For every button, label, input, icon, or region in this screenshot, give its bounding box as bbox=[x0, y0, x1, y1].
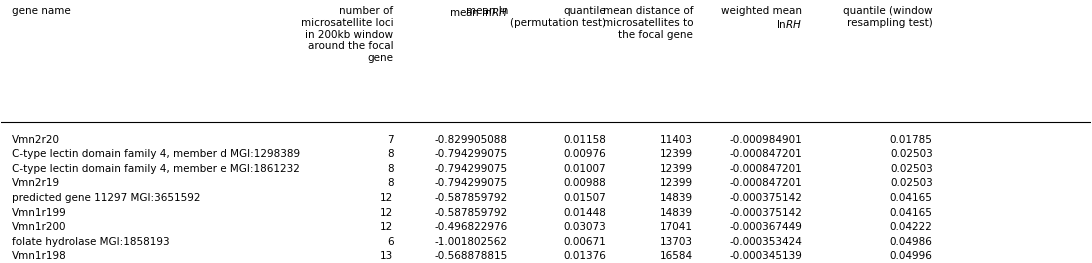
Text: C-type lectin domain family 4, member d MGI:1298389: C-type lectin domain family 4, member d … bbox=[12, 149, 300, 159]
Text: 12399: 12399 bbox=[660, 149, 693, 159]
Text: -0.794299075: -0.794299075 bbox=[435, 164, 508, 174]
Text: 8: 8 bbox=[387, 164, 393, 174]
Text: quantile
(permutation test): quantile (permutation test) bbox=[510, 6, 606, 28]
Text: -0.794299075: -0.794299075 bbox=[435, 149, 508, 159]
Text: 0.01785: 0.01785 bbox=[890, 135, 933, 145]
Text: Vmn2r19: Vmn2r19 bbox=[12, 178, 60, 188]
Text: number of
microsatellite loci
in 200kb window
around the focal
gene: number of microsatellite loci in 200kb w… bbox=[301, 6, 393, 63]
Text: 12399: 12399 bbox=[660, 164, 693, 174]
Text: -0.000367449: -0.000367449 bbox=[729, 222, 802, 232]
Text: 13703: 13703 bbox=[660, 237, 693, 247]
Text: 0.00976: 0.00976 bbox=[563, 149, 606, 159]
Text: 8: 8 bbox=[387, 149, 393, 159]
Text: -0.568878815: -0.568878815 bbox=[435, 251, 508, 261]
Text: 12399: 12399 bbox=[660, 178, 693, 188]
Text: 0.00988: 0.00988 bbox=[563, 178, 606, 188]
Text: weighted mean
ln$\it{RH}$: weighted mean ln$\it{RH}$ bbox=[721, 6, 802, 31]
Text: 0.04222: 0.04222 bbox=[890, 222, 933, 232]
Text: mean ln$\it{RH}$: mean ln$\it{RH}$ bbox=[449, 6, 508, 18]
Text: Vmn1r198: Vmn1r198 bbox=[12, 251, 67, 261]
Text: gene name: gene name bbox=[12, 6, 71, 16]
Text: 0.01158: 0.01158 bbox=[563, 135, 606, 145]
Text: 14839: 14839 bbox=[660, 208, 693, 218]
Text: predicted gene 11297 MGI:3651592: predicted gene 11297 MGI:3651592 bbox=[12, 193, 201, 203]
Text: Vmn2r20: Vmn2r20 bbox=[12, 135, 60, 145]
Text: -0.000375142: -0.000375142 bbox=[729, 193, 802, 203]
Text: 0.02503: 0.02503 bbox=[890, 164, 933, 174]
Text: 0.02503: 0.02503 bbox=[890, 149, 933, 159]
Text: 0.04165: 0.04165 bbox=[890, 193, 933, 203]
Text: -0.587859792: -0.587859792 bbox=[435, 208, 508, 218]
Text: 0.00671: 0.00671 bbox=[563, 237, 606, 247]
Text: -0.794299075: -0.794299075 bbox=[435, 178, 508, 188]
Text: -0.000847201: -0.000847201 bbox=[729, 178, 802, 188]
Text: 12: 12 bbox=[380, 193, 393, 203]
Text: -0.000847201: -0.000847201 bbox=[729, 149, 802, 159]
Text: 8: 8 bbox=[387, 178, 393, 188]
Text: -0.587859792: -0.587859792 bbox=[435, 193, 508, 203]
Text: -0.000345139: -0.000345139 bbox=[729, 251, 802, 261]
Text: mean ln: mean ln bbox=[465, 6, 508, 16]
Text: 0.01507: 0.01507 bbox=[563, 193, 606, 203]
Text: 17041: 17041 bbox=[660, 222, 693, 232]
Text: 0.01376: 0.01376 bbox=[563, 251, 606, 261]
Text: 14839: 14839 bbox=[660, 193, 693, 203]
Text: 0.04996: 0.04996 bbox=[890, 251, 933, 261]
Text: 0.02503: 0.02503 bbox=[890, 178, 933, 188]
Text: -0.496822976: -0.496822976 bbox=[435, 222, 508, 232]
Text: Vmn1r200: Vmn1r200 bbox=[12, 222, 67, 232]
Text: Vmn1r199: Vmn1r199 bbox=[12, 208, 67, 218]
Text: 7: 7 bbox=[387, 135, 393, 145]
Text: -0.829905088: -0.829905088 bbox=[435, 135, 508, 145]
Text: -1.001802562: -1.001802562 bbox=[435, 237, 508, 247]
Text: quantile (window
resampling test): quantile (window resampling test) bbox=[843, 6, 933, 28]
Text: 11403: 11403 bbox=[660, 135, 693, 145]
Text: 12: 12 bbox=[380, 208, 393, 218]
Text: -0.000984901: -0.000984901 bbox=[729, 135, 802, 145]
Text: C-type lectin domain family 4, member e MGI:1861232: C-type lectin domain family 4, member e … bbox=[12, 164, 300, 174]
Text: 0.04986: 0.04986 bbox=[890, 237, 933, 247]
Text: 0.04165: 0.04165 bbox=[890, 208, 933, 218]
Text: mean distance of
microsatellites to
the focal gene: mean distance of microsatellites to the … bbox=[603, 6, 693, 40]
Text: 0.01448: 0.01448 bbox=[563, 208, 606, 218]
Text: 6: 6 bbox=[387, 237, 393, 247]
Text: -0.000375142: -0.000375142 bbox=[729, 208, 802, 218]
Text: folate hydrolase MGI:1858193: folate hydrolase MGI:1858193 bbox=[12, 237, 170, 247]
Text: 13: 13 bbox=[380, 251, 393, 261]
Text: 0.01007: 0.01007 bbox=[563, 164, 606, 174]
Text: -0.000847201: -0.000847201 bbox=[729, 164, 802, 174]
Text: 16584: 16584 bbox=[660, 251, 693, 261]
Text: 12: 12 bbox=[380, 222, 393, 232]
Text: 0.03073: 0.03073 bbox=[563, 222, 606, 232]
Text: -0.000353424: -0.000353424 bbox=[729, 237, 802, 247]
